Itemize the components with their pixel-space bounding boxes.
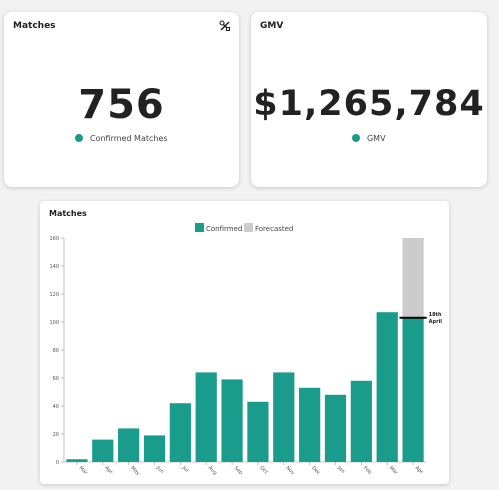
gmv-legend-label: GMV <box>366 134 386 143</box>
y-tick-label: 60 <box>53 376 59 382</box>
bar-confirmed <box>273 372 295 462</box>
y-tick-label: 20 <box>53 432 59 438</box>
bar-confirmed <box>402 317 424 462</box>
matches-legend: Confirmed Matches <box>4 134 239 143</box>
bar-confirmed <box>376 312 398 462</box>
y-tick-label: 100 <box>49 320 59 326</box>
y-tick-label: 160 <box>49 236 59 242</box>
x-tick-label: Mar <box>388 465 400 477</box>
gmv-legend-dot <box>352 134 361 142</box>
x-tick-label: Sep <box>233 465 244 476</box>
matches-chart: Matches Confirmed Forecasted 0 20 40 60 80 10… <box>49 209 442 477</box>
bar-confirmed <box>66 459 88 462</box>
y-tick-label: 0 <box>56 460 59 466</box>
matches-value: 756 <box>78 82 165 128</box>
x-tick-label: Nov <box>284 465 295 476</box>
x-tick-label: Jun <box>154 464 164 474</box>
x-tick-label: May <box>129 465 141 477</box>
x-tick-label: Feb <box>362 465 373 476</box>
legend-swatch-confirmed <box>195 223 204 232</box>
bar-confirmed <box>299 387 321 462</box>
bar-confirmed <box>247 401 269 462</box>
legend-label-forecasted: Forecasted <box>255 225 293 233</box>
y-tick-label: 140 <box>49 264 59 270</box>
chart-legend[interactable]: Confirmed Forecasted <box>195 223 293 233</box>
tools-icon[interactable] <box>219 20 231 32</box>
x-tick-label: Jan <box>335 464 345 474</box>
bar-confirmed <box>92 439 114 462</box>
x-tick-label: Mar <box>78 465 90 477</box>
annotation-label-line2: April <box>429 319 443 325</box>
bar-confirmed <box>350 380 372 462</box>
y-tick-label: 120 <box>49 292 59 298</box>
matches-legend-dot <box>75 134 84 142</box>
bar-confirmed <box>195 372 217 462</box>
y-tick-label: 40 <box>53 404 59 410</box>
legend-label-confirmed: Confirmed <box>206 225 242 233</box>
bar-confirmed <box>118 428 140 462</box>
gmv-card-title: GMV <box>260 21 284 31</box>
bar-confirmed <box>221 379 243 462</box>
bar-confirmed <box>169 403 191 462</box>
chart-title: Matches <box>49 209 87 218</box>
matches-legend-label: Confirmed Matches <box>89 134 168 143</box>
x-tick-label: Apr <box>103 465 114 476</box>
y-tick-label: 80 <box>53 348 59 354</box>
bar-forecasted <box>402 238 424 318</box>
legend-swatch-forecasted <box>244 223 253 232</box>
matches-chart-card: Matches Confirmed Forecasted 0 20 40 60 80 10… <box>40 201 449 484</box>
gmv-value: $1,265,784 <box>253 84 485 124</box>
bar-confirmed <box>324 394 347 462</box>
annotation-label-line1: 18th <box>429 312 442 318</box>
x-tick-label: Jul <box>180 464 189 473</box>
matches-card-title: Matches <box>13 21 56 31</box>
x-tick-label: Dec <box>310 465 321 476</box>
gmv-legend: GMV <box>251 134 487 143</box>
matches-card: Matches 756 Confirmed Matches <box>4 12 239 187</box>
bar-confirmed <box>143 435 166 462</box>
x-tick-label: Apr <box>414 465 425 476</box>
gmv-card: GMV $1,265,784 GMV <box>251 12 487 187</box>
chart-plot-area: 0 20 40 60 80 100 120 140 160 Mar Apr May Jun Jul Aug S… <box>49 236 442 477</box>
x-tick-label: Aug <box>207 465 218 476</box>
x-tick-label: Oct <box>259 465 269 475</box>
